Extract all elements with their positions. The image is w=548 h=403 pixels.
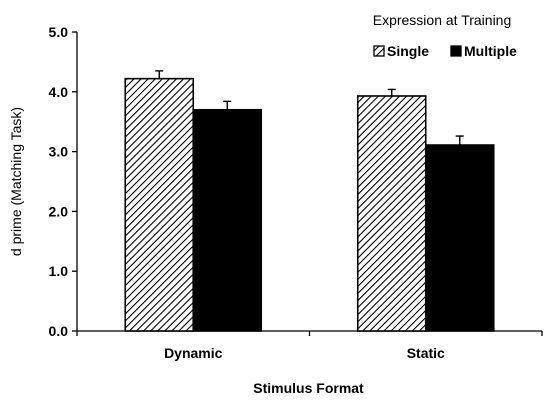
error-bars-group — [155, 70, 464, 146]
legend-title: Expression at Training — [373, 12, 512, 28]
y-tick-label: 2.0 — [49, 203, 69, 219]
x-axis-title: Stimulus Format — [253, 380, 364, 396]
x-axis-ticks: Dynamic Static — [76, 331, 543, 361]
bar-multiple-static — [424, 144, 495, 332]
legend-swatch-single — [373, 45, 385, 57]
legend: Expression at Training Single Multiple — [373, 12, 517, 59]
y-tick-label: 4.0 — [49, 84, 69, 100]
y-tick-label: 3.0 — [49, 144, 69, 160]
bar-multiple-dynamic — [192, 108, 263, 332]
bars-group — [124, 77, 495, 332]
x-tick-label: Static — [407, 345, 445, 361]
y-tick-label: 5.0 — [49, 24, 69, 40]
y-tick-label: 0.0 — [49, 323, 69, 339]
y-tick-label: 1.0 — [49, 263, 69, 279]
bar-single-static — [356, 95, 427, 332]
bar-single-dynamic — [124, 77, 195, 332]
legend-label-single: Single — [387, 43, 429, 59]
y-axis-ticks: 0.0 1.0 2.0 3.0 4.0 5.0 — [49, 24, 77, 339]
legend-swatch-multiple — [450, 45, 462, 57]
y-axis-title: d prime (Matching Task) — [8, 107, 24, 256]
legend-label-multiple: Multiple — [464, 43, 517, 59]
x-tick-label: Dynamic — [164, 345, 223, 361]
